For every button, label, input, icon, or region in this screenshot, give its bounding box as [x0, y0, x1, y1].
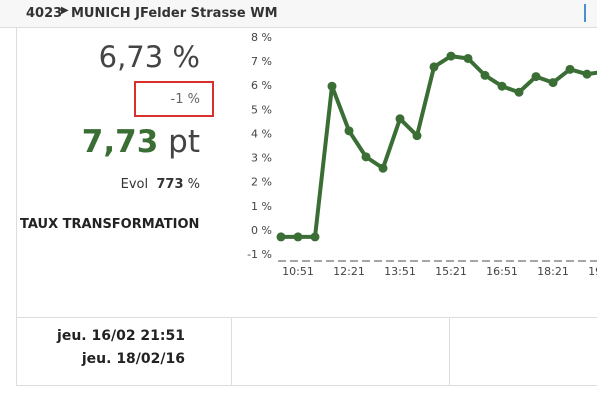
left-border	[16, 28, 17, 385]
footer-divider	[231, 318, 232, 385]
y-tick-label: 8 %	[251, 31, 272, 44]
point	[412, 131, 422, 141]
footer-date: jeu. 18/02/16	[81, 351, 185, 367]
point	[327, 81, 337, 91]
x-tick-label: 15:21	[435, 265, 467, 278]
point	[276, 232, 286, 242]
point	[446, 51, 456, 61]
point	[395, 114, 405, 124]
y-tick-label: 1 %	[251, 200, 272, 213]
y-tick-label: 5 %	[251, 103, 272, 116]
point	[378, 163, 388, 173]
footer-bottom-border	[16, 385, 597, 386]
caption: TAUX TRANSFORMATION	[20, 217, 200, 232]
y-tick-label: 7 %	[251, 55, 272, 68]
footer-divider	[449, 318, 450, 385]
point	[480, 70, 490, 80]
y-tick-label: 4 %	[251, 127, 272, 140]
points: 7,73 pt	[20, 124, 200, 160]
evol-value: 773	[156, 177, 184, 192]
y-tick-label: 6 %	[251, 79, 272, 92]
point	[293, 232, 303, 242]
arrow-icon: ▶	[61, 5, 69, 16]
x-tick-label: 18:21	[537, 265, 569, 278]
y-tick-label: 2 %	[251, 176, 272, 189]
point	[582, 69, 592, 79]
point	[429, 62, 439, 72]
site-code: 4023	[26, 6, 63, 21]
site-title: MUNICH JFelder Strasse WM	[71, 6, 278, 21]
y-tick-label: -1 %	[247, 248, 272, 261]
point	[497, 81, 507, 91]
x-tick-label: 10:51	[282, 265, 314, 278]
point	[344, 126, 354, 136]
header-bar: 4023 ▶ MUNICH JFelder Strasse WM	[0, 0, 597, 28]
x-tick-label: 13:51	[384, 265, 416, 278]
x-tick-label: 16:51	[486, 265, 518, 278]
points-unit: pt	[168, 124, 200, 160]
chart: -1 % 0 % 1 % 2 % 3 % 4 % 5 % 6 % 7 % 8 % 10:51 12:2…	[247, 31, 597, 278]
x-tick-label: 12:21	[333, 265, 365, 278]
evol: Evol 773 %	[20, 177, 200, 192]
scroll-marker	[584, 4, 586, 22]
rate-value: 6,73 %	[98, 40, 200, 74]
point	[463, 53, 473, 63]
y-tick-label: 0 %	[251, 224, 272, 237]
delta-value: -1 %	[170, 92, 200, 107]
evol-unit: %	[187, 177, 200, 192]
x-tick-label: 19:51	[588, 265, 597, 278]
point	[310, 232, 320, 242]
point	[565, 64, 575, 74]
point	[361, 152, 371, 162]
points-value: 7,73	[81, 124, 159, 160]
footer-top-border	[16, 317, 597, 318]
delta-box: -1 %	[134, 81, 214, 117]
y-tick-label: 3 %	[251, 152, 272, 165]
point	[514, 87, 524, 97]
point	[548, 78, 558, 88]
evol-label: Evol	[120, 177, 149, 192]
footer-date: jeu. 16/02 21:51	[57, 328, 185, 344]
point	[531, 72, 541, 82]
